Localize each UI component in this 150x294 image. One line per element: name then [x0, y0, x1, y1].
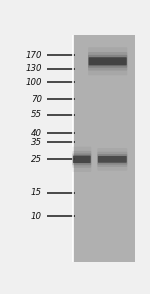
Text: 70: 70: [31, 95, 42, 103]
FancyBboxPatch shape: [88, 47, 127, 75]
Text: 55: 55: [31, 111, 42, 119]
Text: 35: 35: [31, 138, 42, 147]
Text: 130: 130: [26, 64, 42, 73]
Text: 40: 40: [31, 128, 42, 138]
Text: 10: 10: [31, 212, 42, 221]
FancyBboxPatch shape: [97, 152, 127, 167]
Text: 100: 100: [26, 78, 42, 87]
FancyBboxPatch shape: [98, 156, 127, 163]
FancyBboxPatch shape: [89, 57, 127, 65]
Text: 25: 25: [31, 155, 42, 164]
FancyBboxPatch shape: [72, 147, 91, 172]
FancyBboxPatch shape: [72, 153, 91, 165]
Bar: [73, 35, 135, 262]
Text: 15: 15: [31, 188, 42, 197]
FancyBboxPatch shape: [88, 55, 127, 68]
FancyBboxPatch shape: [97, 154, 127, 165]
FancyBboxPatch shape: [72, 151, 91, 168]
FancyBboxPatch shape: [73, 156, 91, 163]
FancyBboxPatch shape: [88, 52, 127, 71]
FancyBboxPatch shape: [97, 148, 127, 171]
Text: 170: 170: [26, 51, 42, 60]
